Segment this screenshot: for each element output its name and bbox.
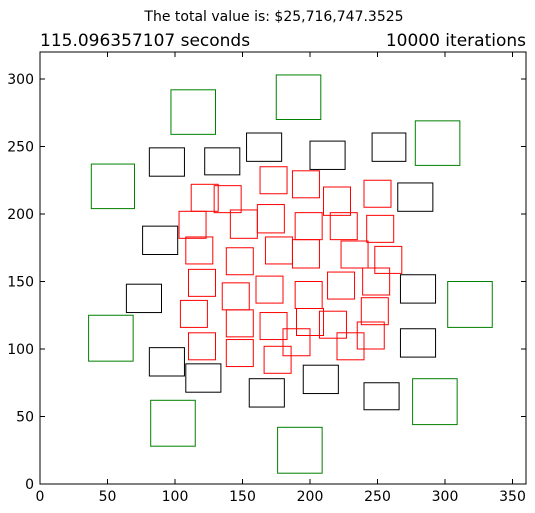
x-axis: 0 50 100 150 200 250 300 350 — [36, 52, 526, 505]
red-square-21 — [362, 267, 391, 296]
green-square-7 — [150, 399, 196, 447]
red-square-23 — [221, 282, 250, 311]
black-square-10 — [148, 347, 185, 377]
elapsed-time-label: 115.096357107 seconds — [40, 31, 250, 51]
y-tick-label: 300 — [7, 72, 34, 88]
y-tick-label: 0 — [25, 477, 34, 493]
black-square-5 — [371, 132, 407, 162]
x-tick-label: 0 — [36, 489, 45, 505]
plot-frame — [39, 51, 527, 485]
red-square-22 — [255, 275, 284, 304]
black-square-8 — [125, 283, 162, 314]
iterations-label: 10000 iterations — [386, 31, 526, 51]
red-square-14 — [264, 236, 293, 265]
x-tick-label: 100 — [162, 489, 189, 505]
black-square-12 — [185, 363, 222, 393]
black-square-11 — [399, 328, 437, 358]
chart-title: The total value is: $25,716,747.3525 — [143, 9, 403, 25]
red-square-17 — [225, 247, 254, 276]
red-square-34 — [336, 332, 365, 361]
black-square-13 — [248, 378, 285, 408]
red-square-9 — [256, 204, 285, 234]
black-square-4 — [309, 140, 346, 170]
y-tick-label: 250 — [7, 140, 34, 156]
green-square-2 — [275, 74, 322, 120]
red-square-19 — [188, 268, 216, 297]
red-square-28 — [259, 312, 288, 341]
black-square-9 — [399, 274, 437, 304]
y-tick-label: 50 — [16, 410, 34, 426]
green-square-3 — [414, 120, 461, 166]
red-square-13 — [185, 236, 214, 265]
red-square-8 — [229, 209, 258, 239]
red-square-26 — [360, 297, 389, 326]
x-tick-label: 250 — [364, 489, 391, 505]
x-tick-label: 150 — [229, 489, 256, 505]
black-square-6 — [397, 182, 434, 212]
red-square-27 — [225, 309, 254, 338]
red-square-24 — [294, 281, 323, 309]
red-square-32 — [188, 332, 216, 361]
red-square-30 — [318, 310, 347, 339]
black-square-3 — [246, 132, 283, 162]
red-square-10 — [294, 212, 323, 241]
y-tick-label: 150 — [7, 275, 34, 291]
red-square-16 — [340, 240, 369, 269]
red-square-2 — [291, 170, 320, 199]
red-square-7 — [178, 210, 207, 239]
black-square-1 — [148, 147, 185, 177]
red-square-5 — [323, 186, 351, 216]
y-axis: 0 50 100 150 200 250 300 — [7, 72, 526, 493]
green-square-4 — [90, 163, 136, 210]
red-square-20 — [327, 271, 356, 300]
x-tick-label: 300 — [432, 489, 459, 505]
red-square-36 — [263, 345, 292, 374]
red-square-18 — [374, 245, 403, 274]
red-square-11 — [329, 212, 358, 241]
x-tick-label: 200 — [297, 489, 324, 505]
y-tick-label: 100 — [7, 342, 34, 358]
x-tick-label: 350 — [499, 489, 526, 505]
black-square-2 — [204, 147, 241, 176]
green-square-9 — [277, 426, 323, 474]
red-square-31 — [356, 321, 385, 350]
x-tick-label: 50 — [99, 489, 117, 505]
black-square-15 — [363, 382, 400, 411]
black-square-14 — [302, 364, 339, 395]
chart-marks — [88, 74, 493, 474]
green-square-6 — [88, 314, 134, 362]
red-square-1 — [259, 166, 288, 195]
green-square-8 — [412, 378, 458, 426]
red-square-6 — [363, 179, 392, 208]
red-square-15 — [291, 239, 320, 269]
red-square-25 — [179, 299, 208, 328]
red-square-12 — [366, 214, 395, 243]
y-tick-label: 200 — [7, 207, 34, 223]
black-square-7 — [142, 225, 179, 255]
green-square-5 — [447, 281, 493, 328]
red-square-35 — [225, 339, 254, 368]
red-square-4 — [213, 185, 242, 214]
green-square-1 — [170, 89, 216, 135]
red-square-33 — [282, 328, 311, 357]
